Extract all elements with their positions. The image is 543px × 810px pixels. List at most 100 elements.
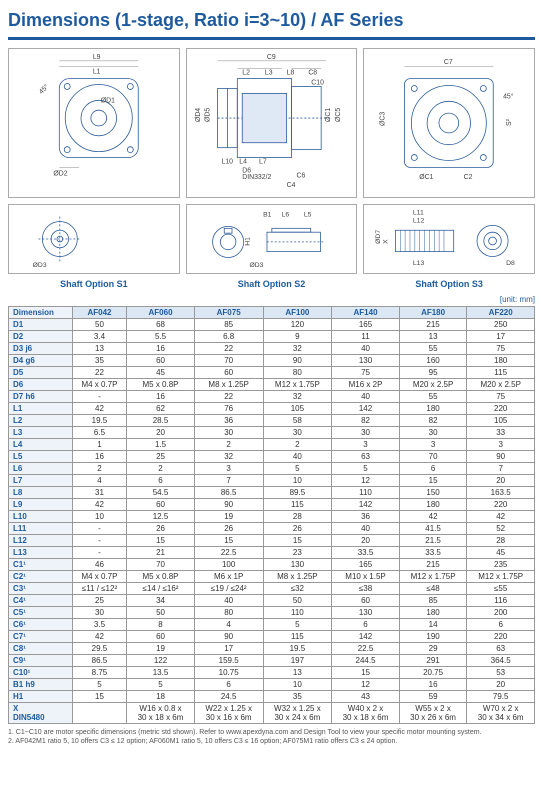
cell: 20.75: [399, 667, 467, 679]
col-header: AF060: [127, 307, 195, 319]
cell: M8 x 1.25P: [194, 379, 263, 391]
cell: 63: [467, 643, 535, 655]
cell: 3.5: [72, 619, 127, 631]
row-header: L12: [9, 535, 73, 547]
table-row: L411.522333: [9, 439, 535, 451]
row-header: C7¹: [9, 631, 73, 643]
cell: 6.8: [194, 331, 263, 343]
cell: 5.5: [127, 331, 195, 343]
col-header: AF140: [332, 307, 400, 319]
cell: 115: [263, 499, 332, 511]
cell: W22 x 1.25 x30 x 16 x 6m: [194, 703, 263, 724]
col-header: AF220: [467, 307, 535, 319]
diagram-motor-flange: C7 ØC3 ØC1 C2 45° S²: [363, 48, 535, 198]
cell: 86.5: [72, 655, 127, 667]
cell: 105: [263, 403, 332, 415]
dim-s3-d8: D8: [506, 260, 515, 267]
cell: 30: [194, 427, 263, 439]
svg-text:45°: 45°: [37, 83, 50, 96]
cell: 13: [72, 343, 127, 355]
cell: 42: [399, 511, 467, 523]
cell: 33.5: [332, 547, 400, 559]
dim-45r: 45°: [503, 92, 514, 100]
col-header: AF042: [72, 307, 127, 319]
cell: M12 x 1.75P: [467, 571, 535, 583]
cell: 76: [194, 403, 263, 415]
cell: 10: [263, 475, 332, 487]
cell: 122: [127, 655, 195, 667]
dim-s3-l13: L13: [413, 260, 425, 267]
cell: 3: [194, 463, 263, 475]
cell: 45: [127, 367, 195, 379]
cell: 6: [399, 463, 467, 475]
cell: 130: [332, 355, 400, 367]
cell: 25: [127, 451, 195, 463]
col-header: AF100: [263, 307, 332, 319]
cell: 59: [399, 691, 467, 703]
cell: 90: [194, 631, 263, 643]
table-row: C8¹29.5191719.522.52963: [9, 643, 535, 655]
cell: 215: [399, 559, 467, 571]
diagram-flange-front: L9 L1 ØD1 ØD2 45°: [8, 48, 180, 198]
cell: M4 x 0.7P: [72, 571, 127, 583]
table-row: L1426276105142180220: [9, 403, 535, 415]
cell: 36: [194, 415, 263, 427]
table-row: L13-2122.52333.533.545: [9, 547, 535, 559]
row-header: L10: [9, 511, 73, 523]
cell: 35: [72, 355, 127, 367]
cell: ≤11 / ≤12²: [72, 583, 127, 595]
cell: 75: [332, 367, 400, 379]
cell: 4: [72, 475, 127, 487]
cell: 13: [399, 331, 467, 343]
row-header: L7: [9, 475, 73, 487]
cell: 2: [127, 463, 195, 475]
cell: 120: [263, 319, 332, 331]
cell: 85: [194, 319, 263, 331]
cell: 26: [263, 523, 332, 535]
table-row: L36.5203030303033: [9, 427, 535, 439]
row-header: D2: [9, 331, 73, 343]
table-row: D3 j613162232405575: [9, 343, 535, 355]
cell: 116: [467, 595, 535, 607]
cell: 60: [127, 499, 195, 511]
cell: 130: [263, 559, 332, 571]
cell: 12.5: [127, 511, 195, 523]
dim-din: DIN332/2: [242, 174, 271, 181]
dim-l8: L8: [286, 70, 294, 77]
cell: 54.5: [127, 487, 195, 499]
cell: 15: [399, 475, 467, 487]
cell: 46: [72, 559, 127, 571]
cell: 63: [332, 451, 400, 463]
cell: 25: [72, 595, 127, 607]
cell: 6.5: [72, 427, 127, 439]
table-row: C6¹3.58456146: [9, 619, 535, 631]
cell: 142: [332, 499, 400, 511]
cell: ≤14 / ≤16²: [127, 583, 195, 595]
cell: 15: [263, 535, 332, 547]
shaft-s1: ØD3 Shaft Option S1: [8, 204, 180, 289]
footnote-1: 1. C1~C10 are motor specific dimensions …: [8, 728, 535, 737]
dim-s2-l6: L6: [281, 212, 289, 219]
cell: 110: [332, 487, 400, 499]
cell: 220: [467, 403, 535, 415]
table-row: C10¹8.7513.510.75131520.7553: [9, 667, 535, 679]
cell: 9: [263, 331, 332, 343]
dim-s2-l5: L5: [304, 212, 312, 219]
row-header: B1 h9: [9, 679, 73, 691]
table-row: D5224560807595115: [9, 367, 535, 379]
col-header: AF180: [399, 307, 467, 319]
cell: ≤19 / ≤24²: [194, 583, 263, 595]
table-row: XDIN5480W16 x 0.8 x30 x 18 x 6mW22 x 1.2…: [9, 703, 535, 724]
table-row: C3¹≤11 / ≤12²≤14 / ≤16²≤19 / ≤24²≤32≤38≤…: [9, 583, 535, 595]
cell: 20: [127, 427, 195, 439]
dim-s1-d3: ØD3: [33, 262, 47, 269]
cell: 80: [263, 367, 332, 379]
shaft-options-row: ØD3 Shaft Option S1 B1 L6 L5 H1 ØD3: [8, 204, 535, 289]
cell: 100: [194, 559, 263, 571]
cell: 28.5: [127, 415, 195, 427]
dim-od2: ØD2: [53, 170, 67, 177]
dim-c4: C4: [286, 182, 295, 189]
cell: 5: [332, 463, 400, 475]
cell: 20: [467, 679, 535, 691]
cell: M20 x 2.5P: [467, 379, 535, 391]
